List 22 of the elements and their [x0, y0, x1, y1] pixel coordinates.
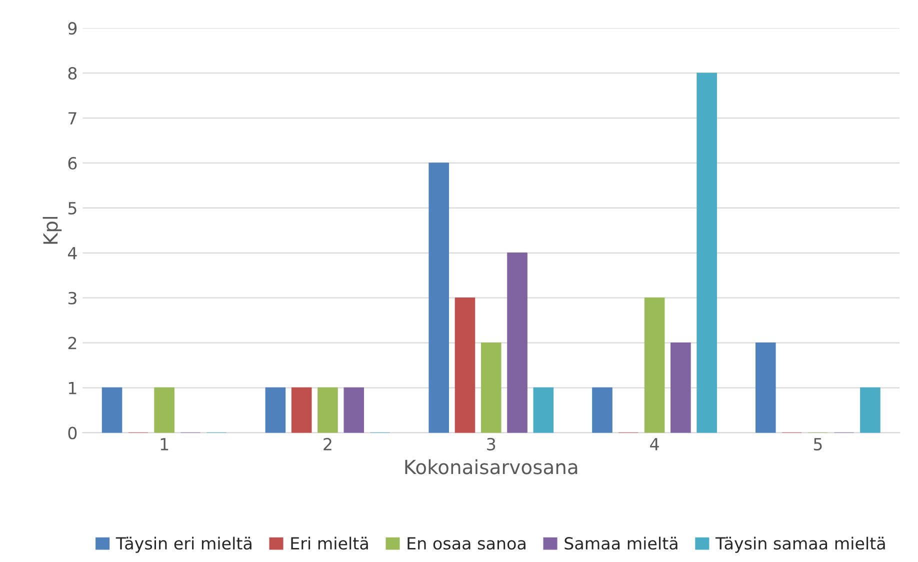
x-axis-title: Kokonaisarvosana: [405, 459, 578, 474]
legend-label: Täysin eri mieltä: [116, 536, 252, 553]
y-tick-label: 4: [68, 247, 77, 260]
y-tick-label: 2: [68, 336, 76, 350]
x-tick-label: 2: [324, 438, 332, 450]
x-tick-label: 1: [160, 438, 168, 450]
y-tick-label: 9: [68, 22, 77, 35]
legend-label: En osaa sanoa: [408, 537, 526, 550]
y-tick-label: 6: [68, 156, 77, 170]
y-tick-label: 7: [68, 112, 76, 124]
x-tick-label: 5: [814, 438, 822, 450]
legend-label: Eri mieltä: [291, 536, 368, 550]
y-axis-title: Kpl: [42, 216, 62, 244]
y-tick-label: 3: [68, 292, 76, 304]
y-tick-label: 5: [68, 202, 76, 215]
y-tick-label: 8: [68, 67, 77, 80]
y-tick-label: 0: [68, 426, 77, 440]
y-tick-label: 1: [68, 382, 76, 394]
legend-label: Täysin samaa mieltä: [715, 536, 885, 553]
legend-label: Samaa mieltä: [564, 536, 678, 550]
x-tick-label: 3: [487, 438, 496, 450]
x-tick-label: 4: [650, 438, 659, 450]
